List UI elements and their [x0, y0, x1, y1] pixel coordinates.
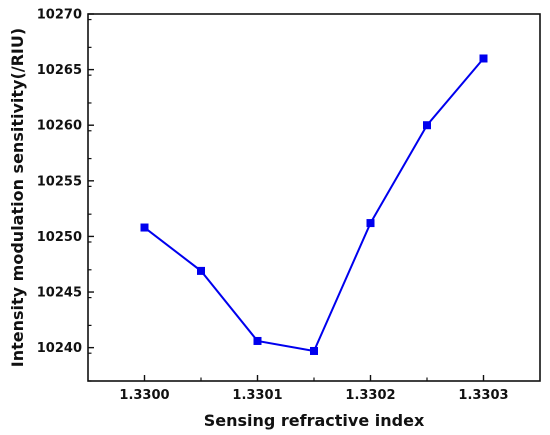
y-tick-label: 10240 — [37, 341, 82, 356]
data-point — [253, 336, 262, 345]
y-tick-label: 10260 — [37, 119, 82, 134]
data-point — [197, 266, 205, 275]
x-tick-label: 1.3302 — [345, 388, 395, 403]
x-tick-label: 1.3300 — [119, 388, 169, 403]
x-axis-title: Sensing refractive index — [204, 411, 425, 430]
y-axis-title: Intensity modulation sensitivity(/RIU) — [8, 28, 27, 367]
x-tick-label: 1.3303 — [458, 388, 508, 403]
data-point — [423, 121, 431, 130]
data-point — [366, 219, 375, 228]
data-point — [479, 54, 488, 63]
x-axis: 1.3300 1.3301 1.3302 1.3303 — [119, 375, 509, 403]
y-axis: 10240 10245 10250 10255 10260 10265 10270 — [37, 8, 94, 382]
y-tick-label: 10265 — [37, 63, 82, 78]
data-point — [310, 346, 318, 355]
y-tick-label: 10270 — [37, 8, 82, 23]
x-tick-label: 1.3301 — [232, 388, 282, 403]
data-point — [140, 223, 149, 232]
series-line — [143, 57, 485, 353]
data-series — [140, 54, 488, 355]
plot-frame — [87, 13, 541, 382]
y-tick-label: 10245 — [37, 286, 82, 301]
y-tick-label: 10250 — [37, 230, 82, 245]
y-tick-label: 10255 — [37, 174, 82, 189]
